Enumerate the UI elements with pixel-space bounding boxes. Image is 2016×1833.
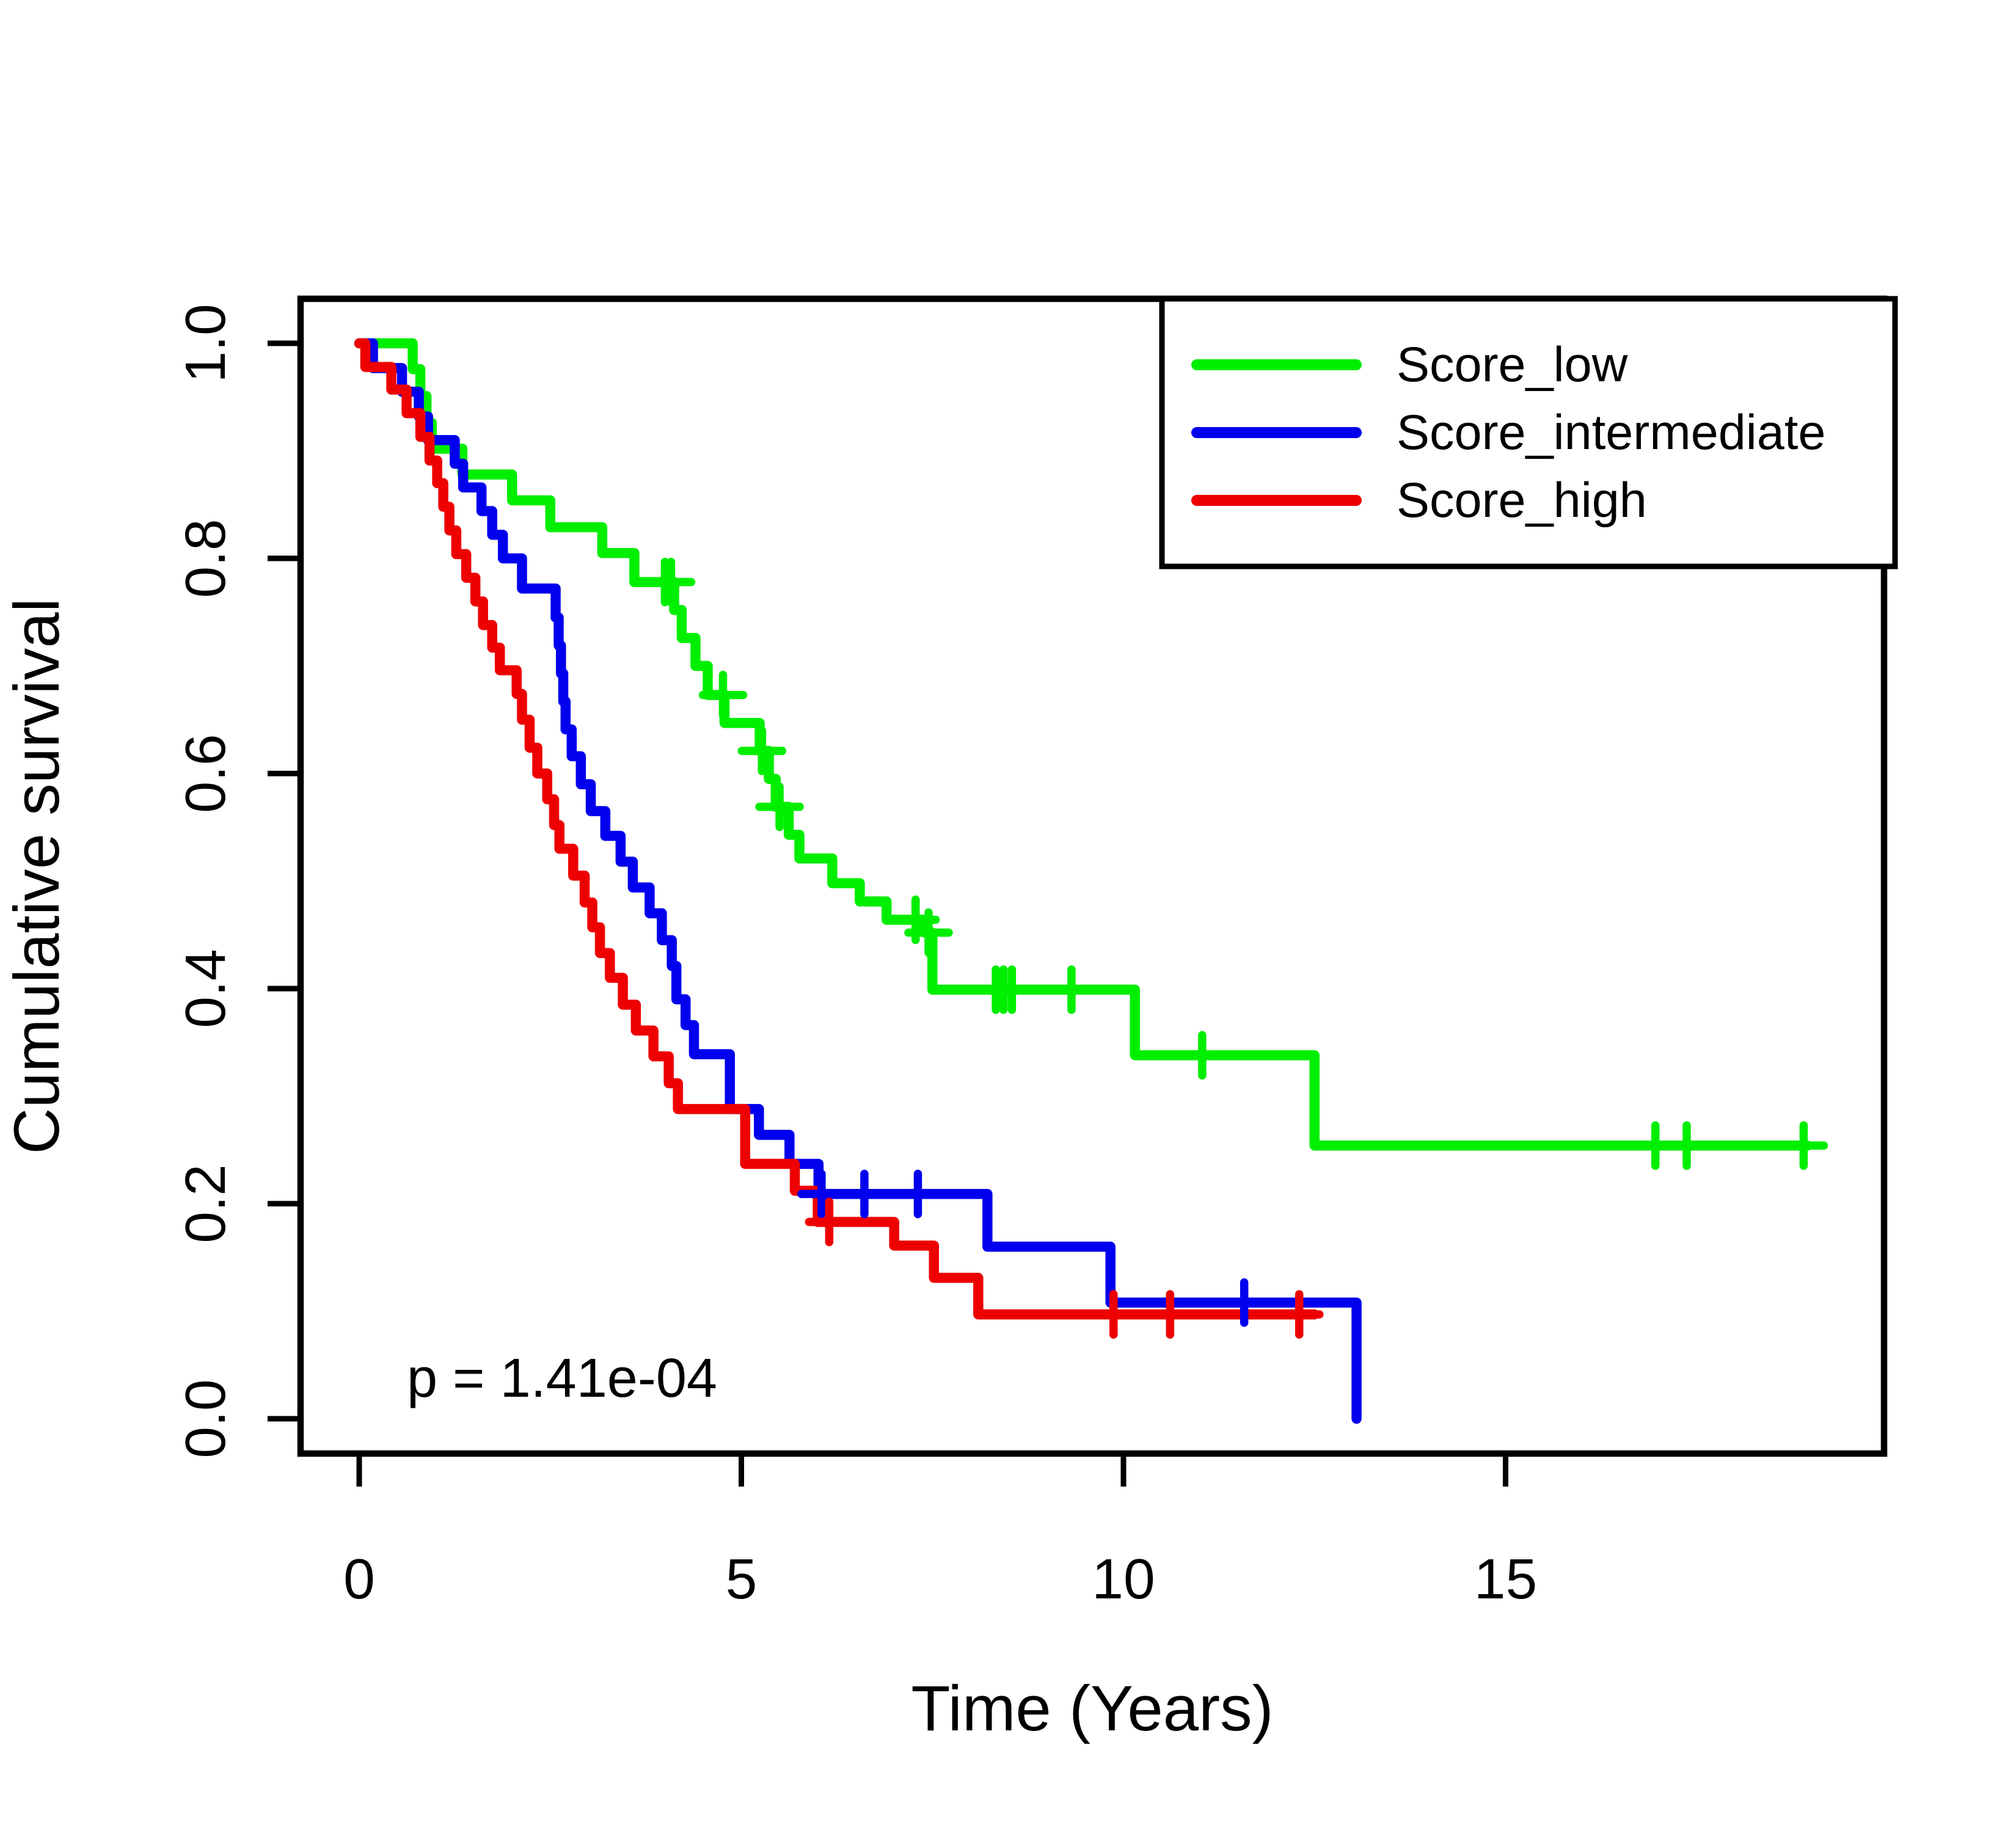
censor-score-low-3 [737, 726, 787, 775]
censor-score-low-13 [1662, 1121, 1711, 1170]
legend: Score_low Score_intermediate Score_high [1159, 296, 1898, 569]
y-tick-label-0.6: 0.6 [173, 734, 237, 813]
censor-score-high-3 [1274, 1290, 1324, 1339]
censor-score-high-1 [1089, 1290, 1138, 1339]
x-tick-label-0: 0 [343, 1547, 375, 1611]
legend-label-score-low: Score_low [1397, 337, 1628, 392]
legend-label-score-high: Score_high [1397, 473, 1647, 528]
legend-item-score-low: Score_low [1191, 337, 1628, 392]
x-axis-title: Time (Years) [911, 1673, 1273, 1744]
p-value-annotation: p = 1.41e-04 [407, 1348, 717, 1409]
censor-score-low-10 [1047, 965, 1096, 1014]
censor-score-intermediate-2 [893, 1169, 943, 1218]
y-tick-label-0.2: 0.2 [173, 1164, 237, 1243]
censor-score-intermediate-1 [840, 1169, 889, 1218]
censor-score-low-2 [698, 670, 748, 720]
censor-score-low-6 [904, 908, 953, 957]
y-tick-label-0.4: 0.4 [173, 949, 237, 1028]
y-tick-label-0.8: 0.8 [173, 519, 237, 598]
legend-item-score-intermediate: Score_intermediate [1191, 405, 1825, 460]
y-axis-title: Cumulative survival [1, 598, 73, 1154]
y-tick-label-1.0: 1.0 [173, 304, 237, 382]
x-tick-label-10: 10 [1092, 1547, 1155, 1611]
censor-score-low-11 [1178, 1031, 1227, 1080]
curve-score-high [354, 338, 1320, 1320]
censor-score-low-14 [1779, 1121, 1828, 1170]
censor-score-high-0 [805, 1198, 854, 1246]
x-tick-label-15: 15 [1474, 1547, 1537, 1611]
censor-score-high-2 [1145, 1290, 1195, 1339]
censor-score-low-4 [755, 782, 804, 832]
legend-label-score-intermediate: Score_intermediate [1397, 405, 1825, 460]
y-axis: 0.0 0.2 0.4 0.6 0.8 1.0 [173, 304, 301, 1458]
censor-score-intermediate-3 [1219, 1278, 1269, 1327]
censor-score-intermediate-0 [797, 1169, 846, 1218]
censor-marks [640, 557, 1828, 1339]
plot-border [297, 295, 1888, 1457]
x-tick-label-5: 5 [726, 1547, 758, 1611]
x-axis: 0 5 10 15 [343, 1454, 1537, 1611]
legend-item-score-high: Score_high [1191, 473, 1647, 528]
censor-score-low-1 [646, 557, 696, 607]
censor-score-low-9 [987, 965, 1037, 1014]
y-tick-label-0.0: 0.0 [173, 1379, 237, 1458]
